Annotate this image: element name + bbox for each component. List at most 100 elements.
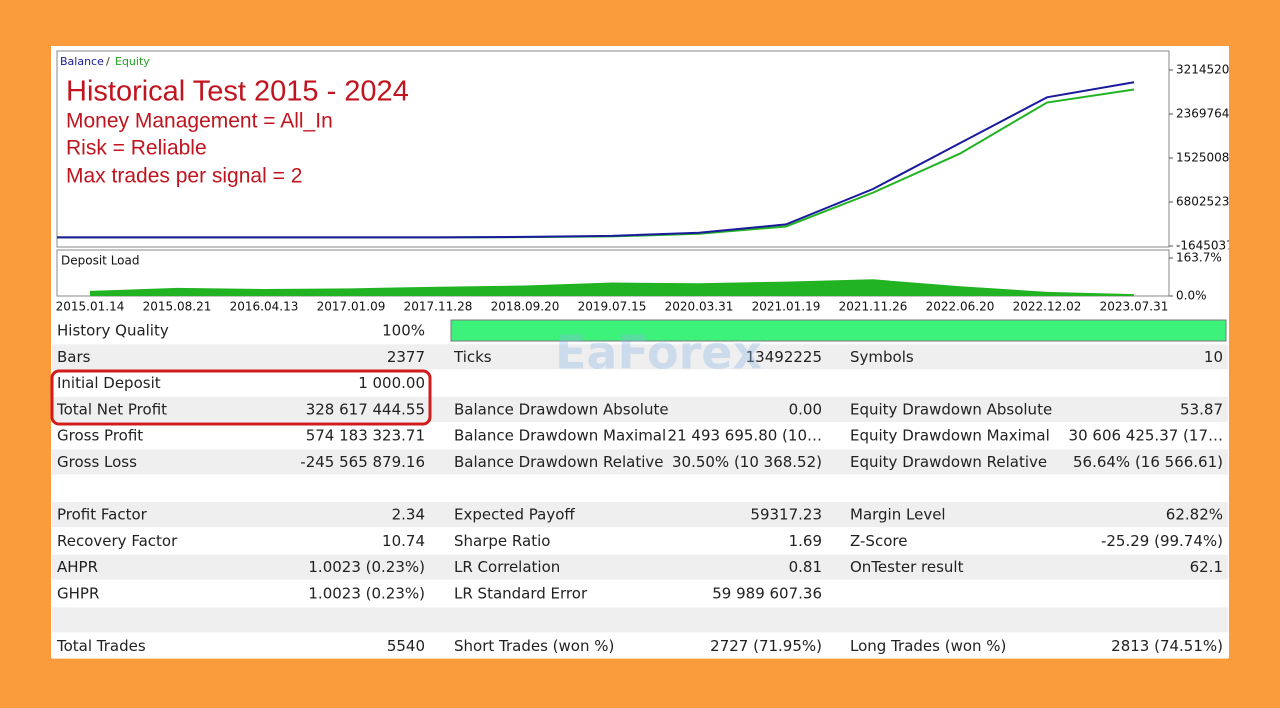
cell-value: 13492225 <box>746 348 822 366</box>
x-tick-label: 2020.03.31 <box>665 300 734 314</box>
row-background <box>52 475 1228 501</box>
cell-value: 1 000.00 <box>358 374 425 392</box>
cell-value: 62.82% <box>1166 506 1223 524</box>
cell-value: 62.1 <box>1190 558 1223 576</box>
annotation-title: Historical Test 2015 - 2024 <box>66 76 409 108</box>
cell-label: LR Correlation <box>454 558 560 576</box>
cell-label: Balance Drawdown Maximal <box>454 427 666 445</box>
cell-label: Z-Score <box>850 532 907 550</box>
chart-frame <box>56 50 1170 248</box>
cell-label: Balance Drawdown Absolute <box>454 400 669 418</box>
cell-label: Bars <box>57 348 91 366</box>
row-background <box>52 396 1228 422</box>
cell-value: 2377 <box>387 348 425 366</box>
cell-label: OnTester result <box>850 558 964 576</box>
row-background <box>52 449 1228 475</box>
row-background <box>52 502 1228 528</box>
legend-equity: Equity <box>115 55 150 68</box>
row-background <box>52 528 1228 554</box>
cell-value: 53.87 <box>1180 400 1223 418</box>
cell-label: AHPR <box>57 558 98 576</box>
cell-label: Recovery Factor <box>57 532 178 550</box>
cell-label: History Quality <box>57 322 169 340</box>
cell-value: 0.00 <box>789 400 822 418</box>
row-background <box>52 423 1228 449</box>
cell-value: 5540 <box>387 637 425 655</box>
cell-label: Sharpe Ratio <box>454 532 550 550</box>
cell-label: Margin Level <box>850 506 946 524</box>
cell-value: 21 493 695.80 (10… <box>668 427 822 445</box>
cell-label: Long Trades (won %) <box>850 637 1006 655</box>
cell-label: Total Trades <box>56 637 146 655</box>
cell-label: Gross Profit <box>57 427 143 445</box>
cell-value: 1.69 <box>789 532 822 550</box>
row-background <box>52 581 1228 606</box>
x-tick-label: 2022.06.20 <box>926 300 995 314</box>
series-line <box>57 81 1135 239</box>
cell-value: 2.34 <box>392 506 425 524</box>
annotation: Money Management = All_In <box>66 110 333 133</box>
y-tick-label: 152500830 <box>1176 151 1245 165</box>
row-background <box>52 607 1228 633</box>
cell-value: -245 565 879.16 <box>300 453 425 471</box>
cell-value: 2813 (74.51%) <box>1111 637 1223 655</box>
annotation: Max trades per signal = 2 <box>66 165 302 188</box>
row-background <box>52 633 1228 659</box>
x-tick-label: 2018.09.20 <box>491 300 560 314</box>
quality-bar <box>450 319 1227 342</box>
cell-label: Equity Drawdown Absolute <box>850 400 1052 418</box>
cell-value: 574 183 323.71 <box>306 427 425 445</box>
x-tick-label: 2015.01.14 <box>56 300 125 314</box>
cell-label: Balance Drawdown Relative <box>454 453 664 471</box>
cell-value: -25.29 (99.74%) <box>1101 532 1223 550</box>
cell-value: 30 606 425.37 (17… <box>1069 427 1223 445</box>
row-background <box>52 344 1228 370</box>
x-tick-label: 2021.11.26 <box>839 300 908 314</box>
row-background <box>52 554 1228 580</box>
y-tick-label: 236976400 <box>1176 107 1245 121</box>
x-tick-label: 2023.07.31 <box>1100 300 1169 314</box>
y-tick-label: 0.0% <box>1176 289 1207 303</box>
watermark: EaForex <box>555 326 762 380</box>
deposit-area <box>90 279 1134 296</box>
cell-label: Total Net Profit <box>56 400 167 418</box>
x-tick-label: 2019.07.15 <box>578 300 647 314</box>
cell-value: 2727 (71.95%) <box>710 637 822 655</box>
x-tick-label: 2016.04.13 <box>230 300 299 314</box>
cell-value: 59 989 607.36 <box>712 585 822 603</box>
cell-label: Profit Factor <box>57 506 148 524</box>
annotation: Risk = Reliable <box>66 137 207 160</box>
cell-value: 0.81 <box>789 558 822 576</box>
x-tick-label: 2021.01.19 <box>752 300 821 314</box>
cell-value: 10.74 <box>382 532 425 550</box>
x-tick-label: 2022.12.02 <box>1013 300 1082 314</box>
cell-label: Gross Loss <box>57 453 137 471</box>
cell-label: Equity Drawdown Relative <box>850 453 1047 471</box>
y-tick-label: 321452070 <box>1176 63 1245 77</box>
cell-label: Symbols <box>850 348 914 366</box>
cell-value: 56.64% (16 566.61) <box>1073 453 1223 471</box>
legend-separator: / <box>106 55 110 68</box>
cell-label: Ticks <box>453 348 492 366</box>
cell-value: 328 617 444.55 <box>306 400 425 418</box>
cell-label: Expected Payoff <box>454 506 575 524</box>
y-tick-label: 163.7% <box>1176 251 1222 265</box>
cell-label: LR Standard Error <box>454 585 588 603</box>
cell-value: 1.0023 (0.23%) <box>308 558 425 576</box>
cell-label: GHPR <box>57 585 99 603</box>
row-background <box>52 370 1228 396</box>
x-tick-label: 2015.08.21 <box>143 300 212 314</box>
cell-label: Equity Drawdown Maximal <box>850 427 1050 445</box>
cell-value: 100% <box>382 322 425 340</box>
cell-value: 30.50% (10 368.52) <box>672 453 822 471</box>
cell-label: Short Trades (won %) <box>454 637 614 655</box>
deposit-title: Deposit Load <box>61 254 139 268</box>
highlight-box <box>50 369 432 426</box>
y-tick-label: -16450370 <box>1176 239 1241 253</box>
cell-label: Initial Deposit <box>57 374 161 392</box>
cell-value: 1.0023 (0.23%) <box>308 585 425 603</box>
cell-value: 59317.23 <box>750 506 822 524</box>
x-tick-label: 2017.11.28 <box>404 300 473 314</box>
